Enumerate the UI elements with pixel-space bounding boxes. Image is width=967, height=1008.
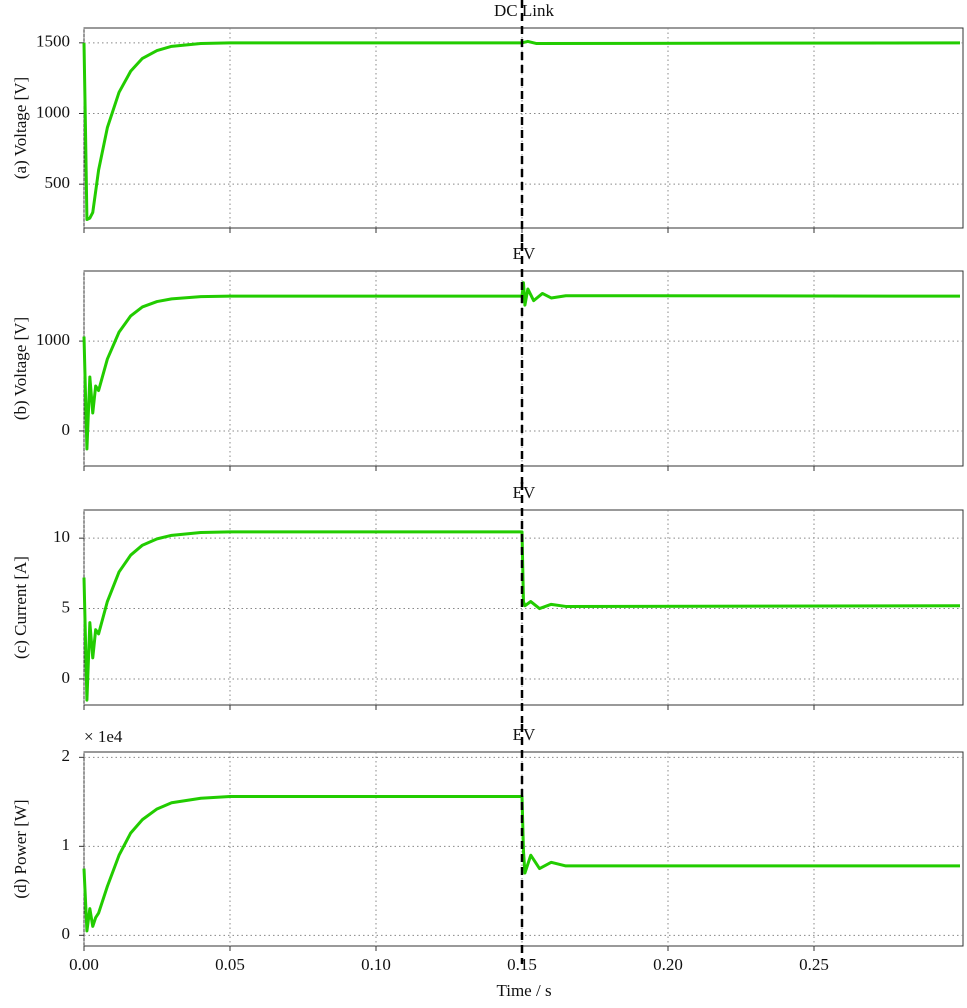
y-axis-label: (d) Power [W] (11, 799, 30, 898)
chart-title: EV (513, 725, 536, 744)
y-tick-label: 1000 (36, 330, 70, 349)
x-tick-label: 0.05 (215, 955, 245, 974)
chart-title: EV (513, 483, 536, 502)
y-tick-label: 0 (62, 668, 71, 687)
y-axis-label: (b) Voltage [V] (11, 317, 30, 420)
x-tick-label: 0.25 (799, 955, 829, 974)
plot-frame (83, 751, 964, 947)
y-tick-label: 0 (62, 420, 71, 439)
y-tick-label: 0 (62, 924, 71, 943)
y-axis-label: (a) Voltage [V] (11, 77, 30, 179)
y-tick-label: 2 (62, 746, 71, 765)
data-line (82, 795, 960, 933)
x-tick-label: 0.10 (361, 955, 391, 974)
data-line (82, 530, 961, 702)
x-tick-label: 0.00 (69, 955, 99, 974)
chart-title: DC Link (494, 1, 554, 20)
y-tick-label: 10 (53, 527, 70, 546)
y-tick-label: 1 (62, 835, 71, 854)
data-line (82, 281, 961, 451)
x-tick-label: 0.20 (653, 955, 683, 974)
x-tick-label: 0.15 (507, 955, 537, 974)
plot-frame (83, 27, 964, 229)
y-tick-label: 500 (45, 173, 71, 192)
y-tick-label: 1000 (36, 102, 70, 121)
y-tick-label: 5 (62, 597, 71, 616)
x-axis-label: Time / s (496, 981, 551, 1000)
chart-title: EV (513, 244, 536, 263)
y-tick-label: 1500 (36, 32, 70, 51)
offset-label: × 1e4 (84, 727, 123, 746)
y-axis-label: (c) Current [A] (11, 556, 30, 659)
